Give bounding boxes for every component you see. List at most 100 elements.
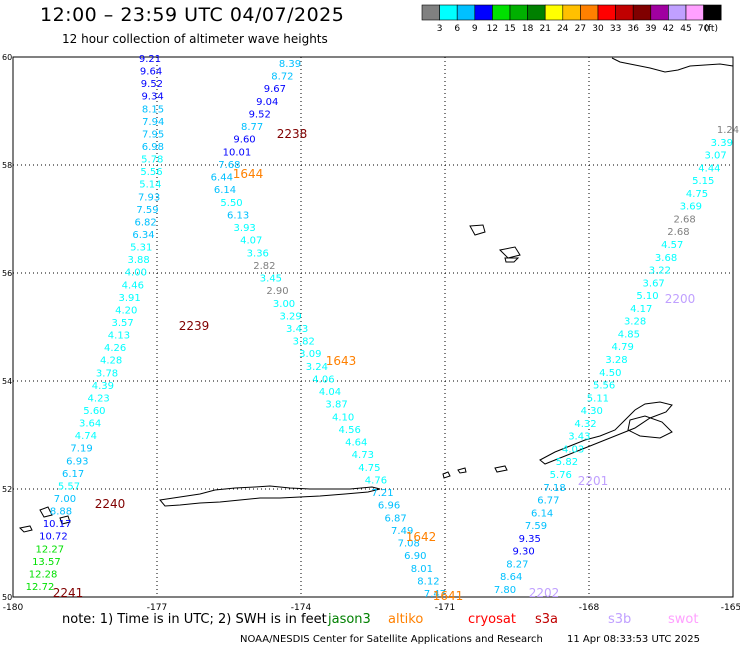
colorbar-tick-label: 39 [645,24,657,34]
colorbar-tick-label: 18 [522,24,534,34]
track-b-value: 8.01 [411,564,433,575]
pass-time-label: 2238 [277,127,308,141]
lon-tick-label: -168 [579,603,600,613]
track-c-value: 8.27 [506,559,528,570]
track-a-value: 7.00 [54,494,76,505]
satellite-legend-item: s3b [608,612,632,627]
lat-tick-label: 56 [2,269,12,278]
track-c-value: 4.79 [612,342,634,353]
track-a-value: 3.78 [96,368,118,379]
track-c-value: 5.82 [556,457,578,468]
track-c-value: 7.80 [494,585,516,596]
track-a-value: 6.82 [135,217,157,228]
track-b-value: 6.14 [214,185,236,196]
colorbar-unit-label: (ft) [704,24,718,34]
track-a-value: 4.39 [92,381,114,392]
track-b-value: 7.47 [424,589,446,600]
lon-tick-label: -180 [3,603,24,613]
track-c-value: 3.28 [624,317,646,328]
track-c-value: 3.67 [643,278,665,289]
pass-time-label: 1642 [406,530,437,544]
footer-credit: NOAA/NESDIS Center for Satellite Applica… [240,634,543,645]
track-c-value: 4.44 [698,163,720,174]
colorbar-tick-label: 36 [627,24,639,34]
track-b-value: 4.73 [352,450,374,461]
coastline [59,515,71,525]
satellite-legend-item: s3a [535,612,559,627]
track-c-value: 5.56 [593,381,615,392]
track-a-value: 6.93 [66,456,88,467]
track-b-value: 6.44 [211,173,233,184]
pass-time-label: 1644 [233,167,264,181]
track-b-value: 7.08 [398,539,420,550]
map-title: 12:00 – 23:59 UTC 04/07/2025 [40,4,345,26]
coastline [39,506,53,518]
track-a-value: 4.46 [122,280,144,291]
lon-tick-label: -177 [147,603,167,613]
track-a-value: 5.60 [83,406,105,417]
track-a-value: 3.64 [79,419,101,430]
coastline [504,257,520,263]
track-a-value: 5.31 [130,243,152,254]
track-b-value: 9.04 [256,97,278,108]
lat-tick-label: 58 [2,161,12,170]
track-a-value: 3.91 [118,293,140,304]
track-a-value: 4.20 [115,305,137,316]
track-b-value: 4.10 [332,412,354,423]
track-b-value: 2.82 [253,261,275,272]
track-a-value: 4.74 [75,431,97,442]
track-a-value: 4.13 [108,331,130,342]
track-c-value: 3.69 [680,202,702,213]
footer-date: 11 Apr 08:33:53 UTC 2025 [567,634,700,645]
track-a-value: 5.56 [140,167,162,178]
track-a-value: 12.27 [36,544,65,555]
colorbar-tick-label: 27 [575,24,586,34]
colorbar-tick-label: 70 [698,24,710,34]
track-b-value: 3.93 [234,223,256,234]
track-a-value: 10.17 [43,519,72,530]
track-b-value: 10.01 [223,147,252,158]
colorbar-tick-label: 12 [487,24,498,34]
track-a-value: 4.28 [100,356,122,367]
track-b-value: 4.07 [240,236,262,247]
pass-time-label: 2241 [53,586,84,600]
track-c-value: 4.17 [630,304,652,315]
colorbar-tick-label: 30 [592,24,604,34]
track-b-value: 3.29 [279,311,301,322]
track-c-value: 7.59 [525,521,547,532]
track-b-value: 4.56 [339,425,361,436]
colorbar-tick-label: 21 [539,24,550,34]
track-a-value: 5.57 [58,481,80,492]
track-a-value: 7.19 [70,444,92,455]
track-b-value: 3.09 [299,349,321,360]
track-a-value: 3.88 [127,255,149,266]
track-b-value: 4.75 [358,463,380,474]
track-c-value: 4.30 [581,406,603,417]
track-a-value: 12.72 [26,582,55,593]
colorbar-tick-label: 24 [557,24,569,34]
track-b-value: 4.04 [319,387,341,398]
coastline [442,471,451,479]
track-a-value: 6.17 [62,469,84,480]
track-b-value: 2.90 [266,286,288,297]
lat-tick-label: 60 [2,53,12,62]
coastline [469,224,486,236]
track-a-value: 4.26 [104,343,126,354]
track-b-value: 6.13 [227,210,249,221]
coastline [498,246,521,259]
track-b-value: 9.67 [264,84,286,95]
track-a-value: 7.59 [136,205,158,216]
coastline [627,415,673,439]
track-c-value: 9.30 [512,547,534,558]
coastline [457,467,467,474]
colorbar-tick-label: 9 [472,24,478,34]
track-a-value: 8.88 [50,507,72,518]
track-a-value: 7.93 [138,192,160,203]
satellite-legend-item: jason3 [328,612,371,627]
track-a-value: 9.21 [139,54,161,65]
track-b-value: 6.96 [378,501,400,512]
pass-time-label: 1641 [433,589,464,603]
track-c-value: 9.35 [519,534,541,545]
track-c-value: 6.14 [531,508,553,519]
track-c-value: 4.32 [574,419,596,430]
